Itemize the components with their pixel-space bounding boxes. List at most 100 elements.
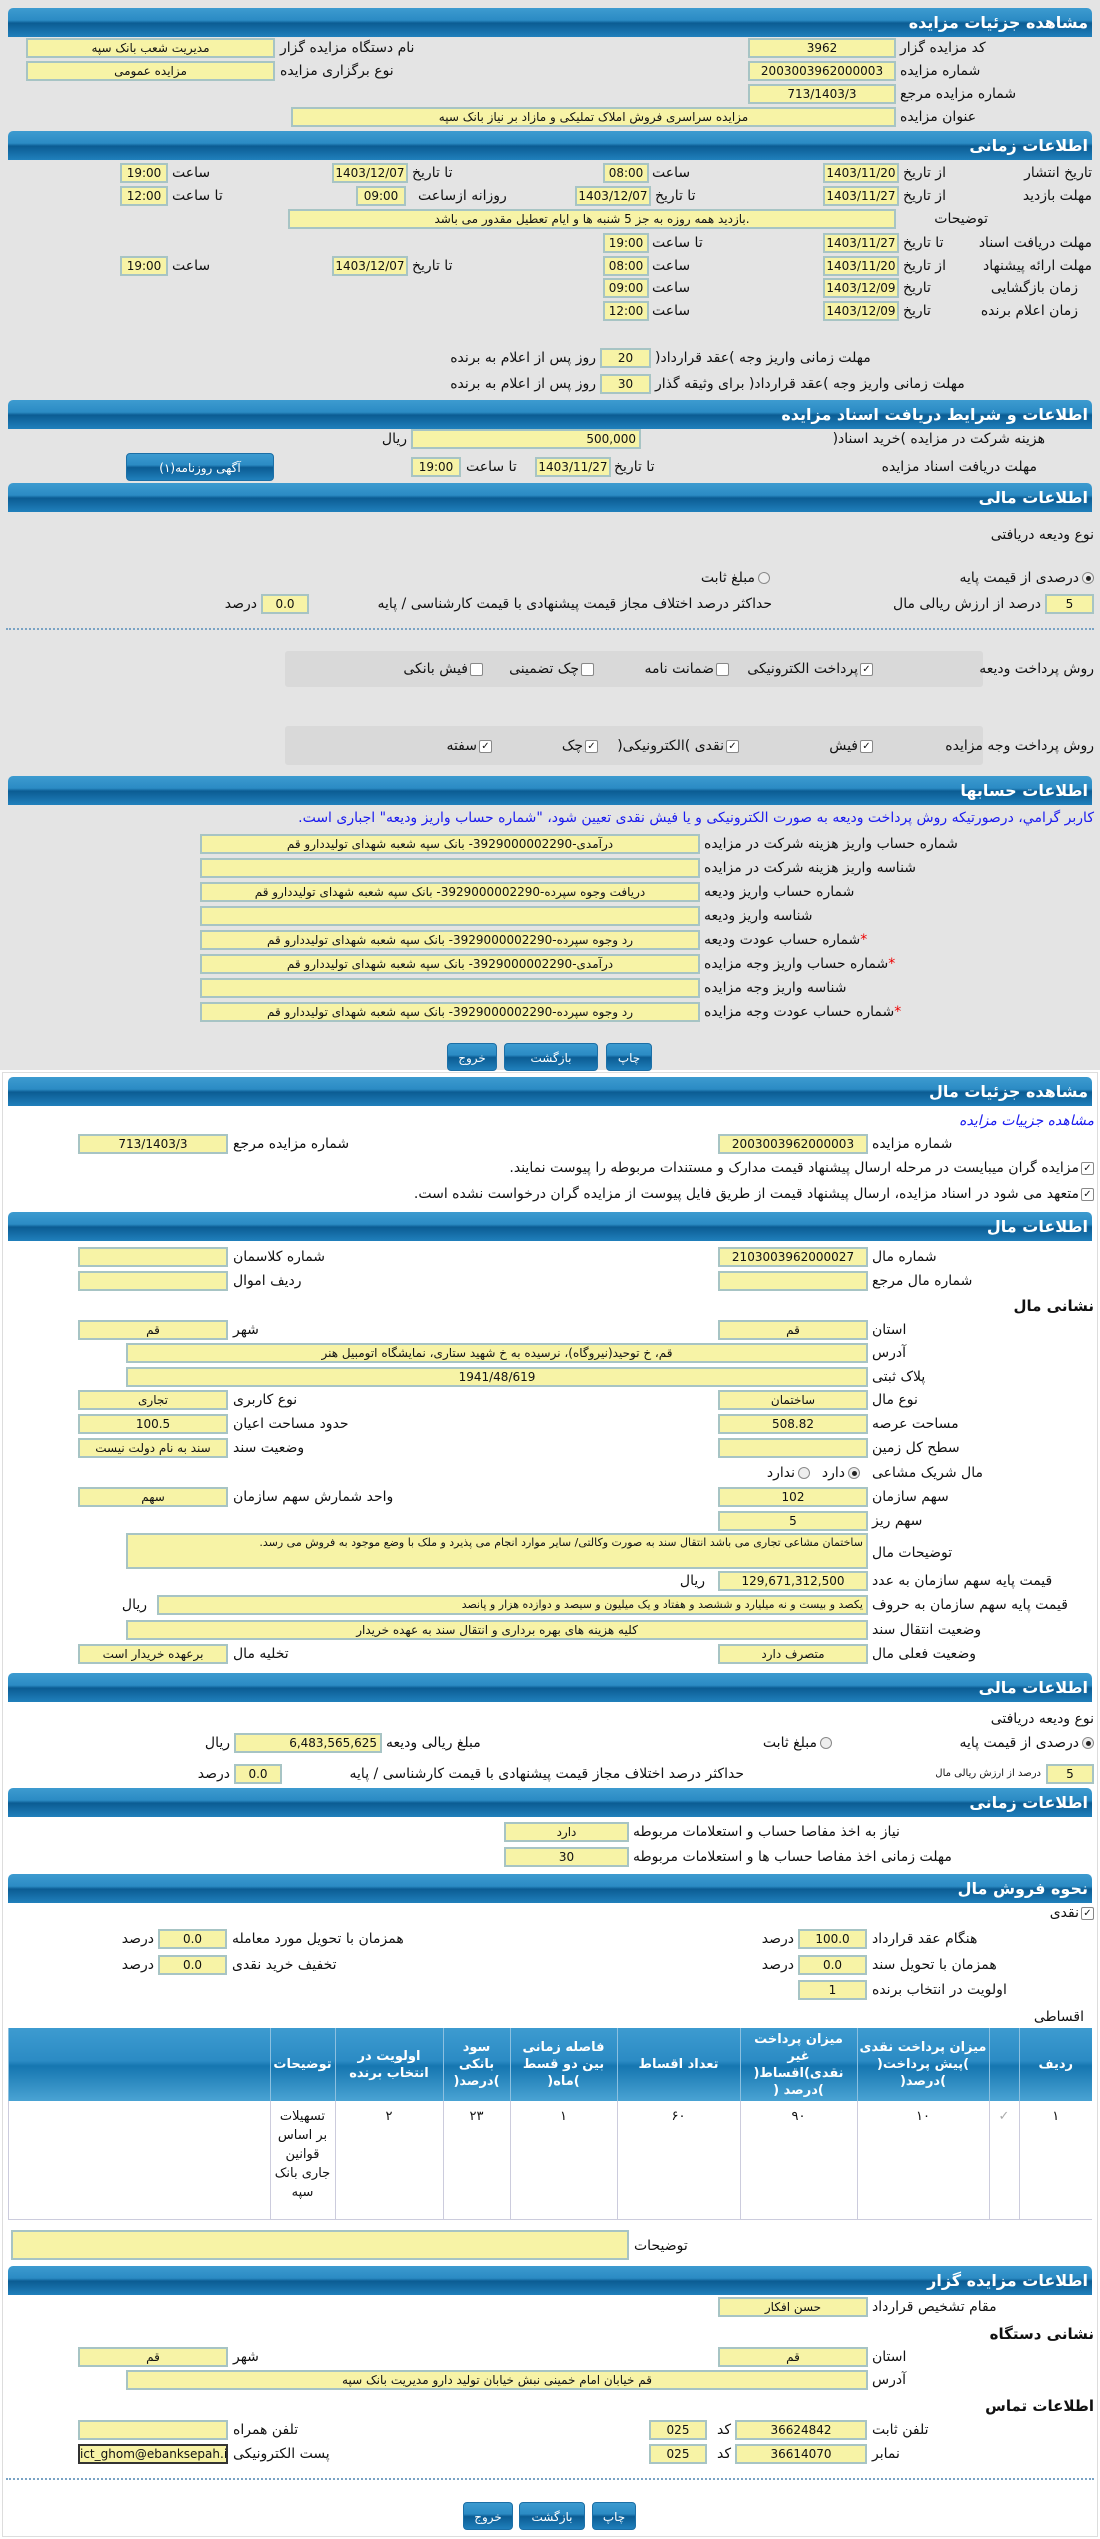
clearance-deadline-field[interactable]: 30 bbox=[504, 1847, 629, 1867]
deposit-method-electronic[interactable]: ✓پرداخت الکترونیکی bbox=[747, 659, 873, 679]
back-button[interactable]: بازگشت bbox=[519, 2502, 585, 2530]
visit-from-time[interactable]: 09:00 bbox=[356, 186, 406, 206]
total-land-field[interactable] bbox=[718, 1438, 868, 1458]
deposit-method-guarantee[interactable]: ضمانت نامه bbox=[644, 659, 729, 679]
checkbox-checked-icon[interactable]: ✓ bbox=[585, 739, 598, 753]
delivery-percent-field[interactable]: 0.0 bbox=[158, 1929, 227, 1949]
visit-to-time[interactable]: 12:00 bbox=[120, 186, 168, 206]
asset-row-field[interactable] bbox=[78, 1271, 228, 1291]
auction-title-field[interactable]: مزایده سراسری فروش املاک تملیکی و مازاد … bbox=[291, 107, 896, 127]
phone-code-field[interactable]: 025 bbox=[649, 2420, 707, 2440]
exit-button[interactable]: خروج bbox=[447, 1043, 497, 1071]
deposit-method-bank-slip[interactable]: فیش بانکی bbox=[403, 659, 483, 679]
amount-method-promissory[interactable]: ✓سفته bbox=[446, 736, 492, 756]
fee-field[interactable]: 500,000 bbox=[411, 429, 641, 449]
priority-field[interactable]: 1 bbox=[798, 1980, 867, 2000]
cash-check[interactable]: ✓نقدی bbox=[1050, 1903, 1094, 1923]
mobile-field[interactable] bbox=[78, 2420, 228, 2440]
checkbox-checked-icon[interactable]: ✓ bbox=[479, 739, 492, 753]
org-province-field[interactable]: قم bbox=[718, 2347, 868, 2367]
deposit-percent-field[interactable]: 5 bbox=[1045, 594, 1094, 614]
docs-time-field[interactable]: 19:00 bbox=[411, 457, 461, 477]
address-field[interactable]: قم، خ توحید(نیروگاه)، نرسیده به خ شهید س… bbox=[126, 1343, 868, 1363]
item-auction-number[interactable]: 2003003962000003 bbox=[718, 1134, 868, 1154]
publish-to-time[interactable]: 19:00 bbox=[120, 163, 168, 183]
shared-yes-option[interactable]: دارد bbox=[822, 1463, 860, 1483]
shared-no-option[interactable]: ندارد bbox=[767, 1463, 810, 1483]
opening-date[interactable]: 1403/12/09 bbox=[823, 278, 899, 298]
checkbox-icon[interactable] bbox=[470, 662, 483, 676]
deposit-method-cheque[interactable]: چک تضمینی bbox=[509, 659, 594, 679]
no-attachment-check[interactable]: ✓متعهد می شود در اسناد مزایده، ارسال پیش… bbox=[414, 1184, 1094, 1204]
amount-method-cheque[interactable]: ✓چک bbox=[562, 736, 598, 756]
item-ref-field[interactable] bbox=[718, 1271, 868, 1291]
auction-details-link[interactable]: مشاهده جزییات مزایده bbox=[959, 1113, 1094, 1129]
org-share-field[interactable]: 102 bbox=[718, 1487, 868, 1507]
auction-ref-field[interactable]: 713/1403/3 bbox=[748, 84, 896, 104]
radio-icon[interactable] bbox=[798, 1467, 810, 1479]
sub-share-field[interactable]: 5 bbox=[718, 1511, 868, 1531]
docs-date-field[interactable]: 1403/11/27 bbox=[535, 457, 611, 477]
back-button[interactable]: بازگشت bbox=[504, 1043, 598, 1071]
opening-time[interactable]: 09:00 bbox=[603, 278, 649, 298]
deposit-percent-option[interactable]: درصدی از قیمت پایه bbox=[959, 1733, 1094, 1753]
auction-number-field[interactable]: 2003003962000003 bbox=[748, 61, 896, 81]
deposit-percent-option[interactable]: درصدی از قیمت پایه bbox=[959, 568, 1094, 588]
checkbox-checked-icon[interactable]: ✓ bbox=[1081, 1906, 1094, 1920]
visit-description-field[interactable]: .بازدید همه روزه به جز 5 شنبه ها و ایام … bbox=[288, 209, 896, 229]
base-price-number-field[interactable]: 129,671,312,500 bbox=[718, 1571, 868, 1591]
checkbox-checked-icon[interactable]: ✓ bbox=[1081, 1187, 1094, 1201]
clearance-need-field[interactable]: دارد bbox=[504, 1822, 629, 1842]
base-price-text-field[interactable]: یکصد و بیست و نه میلیارد و ششصد و هفتاد … bbox=[157, 1595, 868, 1615]
contract-percent-field[interactable]: 100.0 bbox=[798, 1929, 867, 1949]
transfer-status-field[interactable]: کلیه هزینه های بهره برداری و انتقال سند … bbox=[126, 1620, 868, 1640]
offer-from-date[interactable]: 1403/11/20 bbox=[823, 256, 899, 276]
checkbox-checked-icon[interactable]: ✓ bbox=[1081, 1161, 1094, 1175]
notes-field[interactable] bbox=[11, 2230, 629, 2260]
share-unit-field[interactable]: سهم bbox=[78, 1487, 228, 1507]
deed-status-field[interactable]: سند به نام دولت نیست bbox=[78, 1438, 228, 1458]
print-button[interactable]: چاپ bbox=[592, 2502, 636, 2530]
fax-code-field[interactable]: 025 bbox=[649, 2444, 707, 2464]
max-diff-field[interactable]: 0.0 bbox=[234, 1764, 282, 1784]
auction-type-field[interactable]: مزایده عمومی bbox=[26, 61, 275, 81]
checkbox-checked-icon[interactable]: ✓ bbox=[860, 662, 873, 676]
fax-field[interactable]: 36614070 bbox=[735, 2444, 867, 2464]
deposit-percent-field[interactable]: 5 bbox=[1046, 1764, 1094, 1784]
deposit-amount-field[interactable]: 6,483,565,625 bbox=[234, 1733, 382, 1753]
amount-method-cash[interactable]: ✓نقدی )الکترونیکی( bbox=[617, 736, 739, 756]
land-area-field[interactable]: 508.82 bbox=[718, 1414, 868, 1434]
email-field[interactable]: ict_ghom@ebanksepah.ir bbox=[78, 2444, 228, 2464]
radio-selected-icon[interactable] bbox=[848, 1467, 860, 1479]
publish-from-date[interactable]: 1403/11/20 bbox=[823, 163, 899, 183]
visit-from-date[interactable]: 1403/11/27 bbox=[823, 186, 899, 206]
publish-from-time[interactable]: 08:00 bbox=[603, 163, 649, 183]
classification-field[interactable] bbox=[78, 1247, 228, 1267]
province-field[interactable]: قم bbox=[718, 1320, 868, 1340]
docs-to-date[interactable]: 1403/11/27 bbox=[823, 233, 899, 253]
newspaper-ad-button[interactable]: آگهی روزنامه(۱) bbox=[126, 453, 274, 481]
org-city-field[interactable]: قم bbox=[78, 2347, 228, 2367]
current-status-field[interactable]: متصرف دارد bbox=[718, 1644, 868, 1664]
city-field[interactable]: قم bbox=[78, 1320, 228, 1340]
checkbox-icon[interactable] bbox=[716, 662, 729, 676]
attach-docs-check[interactable]: ✓مزایده گران میبایست در مرحله ارسال پیشن… bbox=[509, 1158, 1094, 1178]
offer-to-time[interactable]: 19:00 bbox=[120, 256, 168, 276]
deed-percent-field[interactable]: 0.0 bbox=[798, 1955, 867, 1975]
account-field[interactable]: درآمدی-3929000002290- بانک سپه شعبه شهدا… bbox=[200, 954, 700, 974]
account-field[interactable]: رد وجوه سپرده-3929000002290- بانک سپه شع… bbox=[200, 930, 700, 950]
winner-date[interactable]: 1403/12/09 bbox=[823, 301, 899, 321]
org-name-field[interactable]: مدیریت شعب بانک سپه bbox=[26, 38, 275, 58]
row-checkbox[interactable]: ✓ bbox=[988, 2101, 1019, 2220]
offer-to-date[interactable]: 1403/12/07 bbox=[332, 256, 408, 276]
account-field[interactable] bbox=[200, 906, 700, 926]
deposit-fixed-option[interactable]: مبلغ ثابت bbox=[701, 568, 770, 588]
checkbox-checked-icon[interactable]: ✓ bbox=[726, 739, 739, 753]
building-area-field[interactable]: 100.5 bbox=[78, 1414, 228, 1434]
publish-to-date[interactable]: 1403/12/07 bbox=[332, 163, 408, 183]
authority-field[interactable]: حسن افکار bbox=[718, 2297, 868, 2317]
offer-from-time[interactable]: 08:00 bbox=[603, 256, 649, 276]
account-field[interactable] bbox=[200, 858, 700, 878]
docs-to-time[interactable]: 19:00 bbox=[603, 233, 649, 253]
org-address-field[interactable]: قم خیابان امام خمینی نبش خیابان تولید دا… bbox=[126, 2370, 868, 2390]
